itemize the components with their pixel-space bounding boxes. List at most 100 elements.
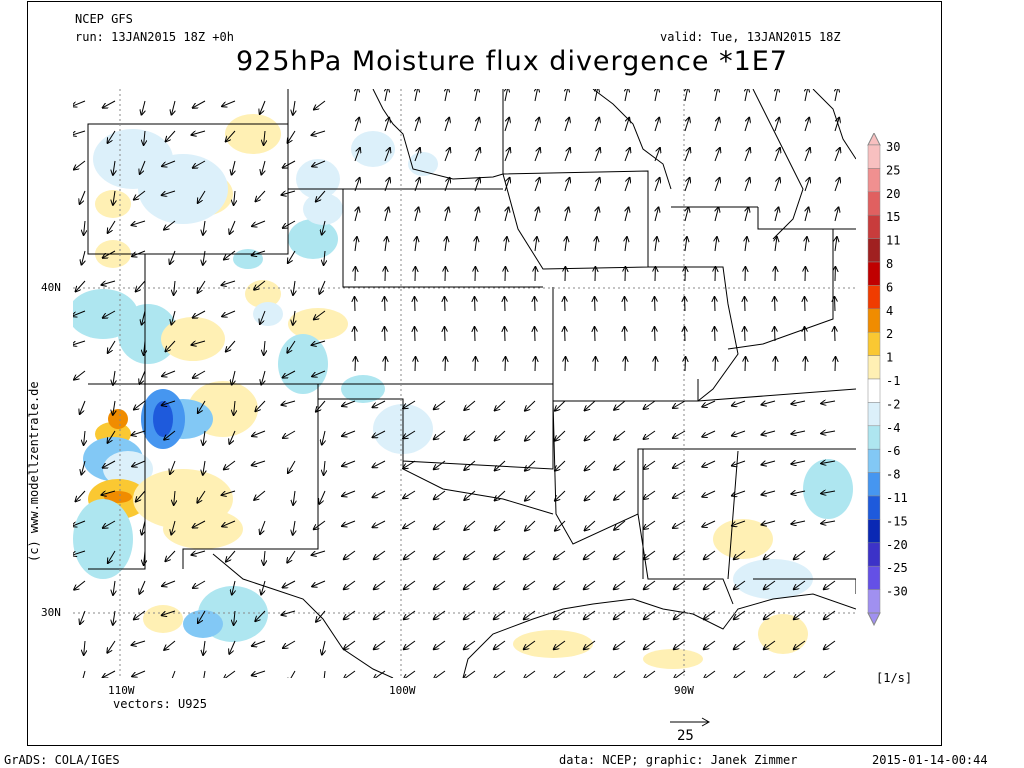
wind-vector-arrow: [821, 491, 836, 494]
wind-vector-arrow: [283, 640, 296, 648]
wind-vector-arrow: [434, 640, 446, 649]
divergence-blob: [143, 605, 183, 633]
wind-vector-arrow: [261, 160, 265, 175]
wind-vector-arrow: [525, 400, 536, 411]
colorbar-swatch: [867, 214, 881, 239]
divergence-blob: [408, 152, 438, 176]
wind-vector-arrow: [715, 237, 717, 252]
wind-vector-arrow: [805, 237, 807, 252]
wind-vector-arrow: [704, 550, 716, 559]
wind-vector-arrow: [132, 670, 146, 676]
wind-vector-arrow: [232, 160, 235, 175]
wind-vector-arrow: [162, 610, 176, 615]
wind-vector-arrow: [674, 640, 686, 649]
wind-vector-arrow: [495, 400, 506, 411]
wind-vector-arrow: [764, 580, 776, 589]
wind-vector-arrow: [534, 178, 540, 192]
wind-vector-arrow: [84, 640, 85, 655]
wind-vector-arrow: [702, 430, 716, 437]
wind-vector-arrow: [323, 670, 326, 678]
colorbar-level-label: 20: [886, 187, 900, 201]
wind-vector-arrow: [198, 610, 206, 623]
wind-vector-arrow: [525, 430, 536, 441]
wind-vector-arrow: [193, 310, 206, 318]
wind-vector-arrow: [193, 580, 206, 588]
wind-vector-arrow: [685, 297, 686, 312]
divergence-blob: [351, 131, 395, 167]
wind-vector-arrow: [385, 237, 387, 252]
wind-vector-arrow: [625, 327, 626, 342]
wind-vector-arrow: [234, 400, 235, 415]
colorbar-swatch: [867, 402, 881, 427]
wind-vector-arrow: [804, 148, 810, 162]
wind-vector-arrow: [192, 130, 206, 135]
wind-vector-arrow: [103, 520, 116, 528]
colorbar-level-label: -15: [886, 514, 908, 528]
colorbar-level-label: 4: [886, 304, 893, 318]
wind-vector-arrow: [644, 610, 656, 619]
wind-vector-arrow: [624, 118, 629, 132]
lat-label-30n: 30N: [41, 606, 61, 619]
wind-vector-arrow: [404, 640, 416, 649]
divergence-blob: [225, 114, 281, 154]
colorbar-swatch: [867, 542, 881, 567]
wind-vector-arrow: [715, 357, 716, 372]
wind-vector-arrow: [171, 670, 176, 678]
wind-vector-arrow: [644, 520, 656, 529]
footer-timestamp: 2015-01-14-00:44: [872, 753, 988, 767]
wind-vector-arrow: [654, 148, 660, 162]
wind-vector-arrow: [403, 460, 416, 468]
wind-vector-arrow: [373, 490, 386, 497]
wind-vector-arrow: [103, 460, 116, 468]
wind-vector-arrow: [132, 640, 146, 645]
wind-vector-arrow: [434, 400, 446, 409]
wind-vector-arrow: [474, 118, 479, 132]
wind-vector-arrow: [614, 460, 626, 470]
wind-vector-arrow: [344, 550, 356, 559]
wind-vector-arrow: [74, 370, 86, 380]
wind-vector-arrow: [193, 160, 206, 168]
colorbar-level-label: -25: [886, 561, 908, 575]
wind-vector-arrow: [108, 430, 116, 443]
wind-vector-arrow: [732, 460, 746, 466]
wind-vector-arrow: [283, 160, 296, 168]
wind-vector-arrow: [229, 640, 236, 654]
wind-vector-arrow: [554, 670, 566, 678]
wind-vector-arrow: [794, 610, 806, 619]
wind-vector-arrow: [824, 640, 836, 649]
wind-vector-arrow: [255, 610, 266, 621]
wind-vector-arrow: [673, 520, 686, 528]
wind-vector-arrow: [584, 670, 596, 678]
wind-vector-arrow: [655, 89, 658, 102]
wind-vector-arrow: [584, 550, 596, 559]
wind-vector-arrow: [255, 400, 266, 411]
wind-vector-arrow: [835, 327, 836, 342]
wind-vector-arrow: [319, 280, 326, 294]
wind-vector-arrow: [288, 670, 296, 678]
wind-vector-arrow: [585, 460, 596, 470]
wind-vector-arrow: [84, 220, 85, 235]
wind-vector-arrow: [172, 100, 176, 115]
wind-vector-arrow: [103, 310, 116, 318]
wind-vector-arrow: [824, 550, 836, 559]
wind-vector-arrow: [535, 207, 539, 222]
wind-vector-arrow: [644, 490, 656, 499]
wind-vector-arrow: [595, 357, 596, 372]
wind-vector-arrow: [288, 250, 296, 263]
wind-vector-arrow: [764, 640, 776, 649]
wind-vector-arrow: [524, 580, 536, 589]
wind-vector-arrow: [565, 89, 568, 102]
wind-vector-arrow: [715, 207, 719, 222]
model-name: NCEP GFS: [75, 12, 133, 26]
wind-vector-arrow: [734, 610, 746, 619]
colorbar-swatch: [867, 472, 881, 497]
wind-vector-arrow: [162, 160, 176, 166]
divergence-blob: [513, 630, 593, 658]
map-title: 925hPa Moisture flux divergence *1E7: [236, 46, 788, 77]
wind-vector-arrow: [445, 237, 447, 252]
wind-vector-arrow: [684, 118, 689, 132]
wind-vector-arrow: [585, 490, 596, 500]
wind-vector-arrow: [505, 297, 506, 312]
colorbar-level-label: 25: [886, 163, 900, 177]
colorbar-swatch: [867, 144, 881, 169]
